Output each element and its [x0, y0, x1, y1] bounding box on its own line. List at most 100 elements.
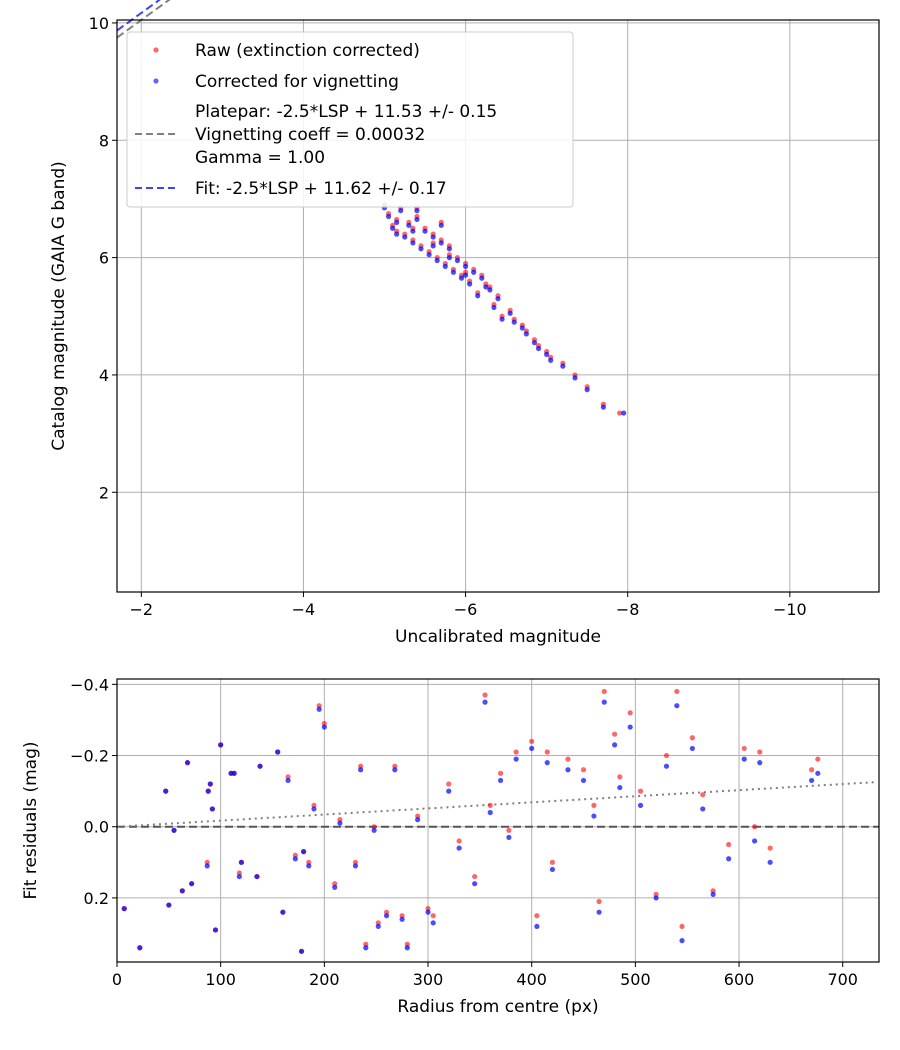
corrected-point — [446, 255, 452, 261]
corrected-point — [392, 767, 398, 773]
corrected-point — [179, 888, 185, 894]
corrected-point — [482, 699, 488, 705]
corrected-point — [544, 760, 550, 766]
corrected-point — [402, 234, 408, 240]
raw-point — [375, 920, 381, 926]
bottom-reference-lines — [116, 781, 879, 828]
raw-point — [487, 802, 493, 808]
corrected-point — [815, 770, 821, 776]
x-tick-label: −6 — [454, 600, 478, 619]
y-tick-label: 0.0 — [84, 818, 109, 837]
raw-point — [591, 802, 597, 808]
corrected-point — [426, 252, 432, 258]
top-scatter-points — [381, 202, 627, 416]
corrected-point — [311, 806, 317, 812]
corrected-point — [275, 749, 281, 755]
corrected-point — [751, 838, 758, 844]
raw-point — [544, 749, 550, 755]
bottom-x-axis-label: Radius from centre (px) — [397, 997, 598, 1017]
corrected-point — [580, 777, 587, 784]
corrected-point — [398, 208, 404, 214]
corrected-point — [212, 927, 219, 933]
corrected-point — [534, 923, 540, 930]
corrected-point — [507, 310, 513, 316]
x-tick-label: 400 — [516, 970, 547, 989]
corrected-point — [434, 257, 440, 264]
raw-point — [358, 763, 364, 769]
corrected-point — [462, 263, 469, 269]
corrected-point — [479, 275, 485, 281]
corrected-point — [596, 909, 602, 915]
corrected-point — [410, 228, 416, 234]
bottom-scatter-points — [121, 688, 821, 954]
x-tick-label: 500 — [620, 970, 651, 989]
raw-point — [809, 767, 815, 773]
bottom-y-axis-label: Fit residuals (mag) — [21, 742, 41, 900]
raw-point — [627, 710, 633, 716]
x-tick-label: −8 — [616, 600, 640, 619]
corrected-point — [621, 410, 627, 416]
corrected-point — [446, 246, 452, 252]
raw-point — [726, 841, 732, 848]
corrected-point — [519, 325, 525, 331]
corrected-point — [700, 806, 706, 812]
raw-point — [757, 749, 763, 755]
raw-point — [529, 738, 535, 744]
corrected-point — [544, 351, 550, 357]
y-tick-label: 8 — [99, 131, 109, 150]
corrected-point — [499, 316, 505, 322]
residuals-chart: 0 100 200 300 400 500 600 700 0.2 0.0 −0.2 −0.4 Rad… — [21, 675, 880, 1017]
corrected-point — [454, 257, 461, 264]
raw-point — [565, 756, 571, 762]
corrected-point — [358, 767, 364, 773]
corrected-point — [679, 938, 685, 944]
corrected-point — [171, 827, 177, 833]
raw-point — [689, 735, 695, 741]
corrected-point — [741, 756, 747, 762]
corrected-point — [513, 756, 519, 762]
corrected-point — [337, 820, 343, 826]
corrected-point — [163, 788, 169, 794]
corrected-point — [617, 784, 623, 791]
raw-point — [506, 827, 512, 833]
corrected-point — [332, 884, 338, 890]
legend-vignetting-label: Vignetting coeff = 0.00032 — [195, 125, 425, 145]
corrected-point — [404, 945, 410, 951]
raw-point — [596, 898, 602, 905]
corrected-point — [767, 859, 773, 865]
corrected-point — [601, 699, 607, 705]
corrected-point — [663, 763, 670, 769]
raw-point — [679, 923, 685, 930]
corrected-point — [292, 856, 298, 862]
corrected-point — [689, 745, 695, 752]
corrected-point — [121, 906, 127, 912]
corrected-point — [306, 863, 312, 869]
corrected-point — [446, 788, 452, 794]
raw-point — [383, 909, 390, 915]
magnitude-calibration-chart: −2 −4 −6 −8 −10 2 4 6 8 10 Uncalibrated magnitude… — [49, 0, 880, 647]
corrected-point — [471, 269, 477, 275]
corrected-point — [189, 881, 195, 887]
top-ticks: −2 −4 −6 −8 −10 2 4 6 8 10 — [89, 14, 807, 619]
corrected-point — [726, 856, 732, 862]
corrected-point — [809, 777, 815, 784]
y-tick-label: −0.2 — [70, 747, 109, 766]
corrected-point — [422, 228, 428, 234]
corrected-point — [456, 845, 462, 851]
corrected-point — [218, 742, 224, 748]
legend-raw-label: Raw (extinction corrected) — [195, 41, 420, 61]
corrected-point — [414, 208, 420, 214]
corrected-point — [254, 873, 260, 880]
raw-point — [352, 859, 359, 865]
raw-point — [399, 913, 405, 919]
corrected-point — [137, 945, 143, 951]
raw-point — [700, 792, 706, 798]
corrected-point — [301, 849, 307, 855]
raw-point — [292, 852, 298, 858]
y-tick-label: 2 — [99, 483, 109, 502]
legend-corrected-label: Corrected for vignetting — [195, 72, 399, 92]
raw-point — [710, 888, 716, 894]
corrected-point — [565, 767, 571, 773]
x-tick-label: 700 — [827, 970, 858, 989]
